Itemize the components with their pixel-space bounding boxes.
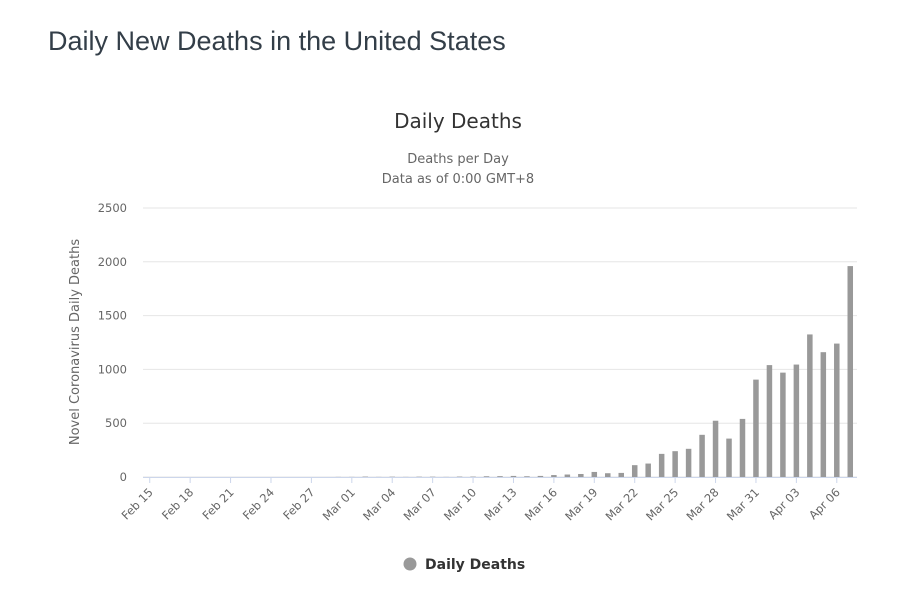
bar[interactable] — [658, 453, 665, 477]
bar[interactable] — [645, 463, 651, 477]
chart-subtitle-line-1: Deaths per Day — [407, 152, 509, 167]
bar[interactable] — [699, 434, 705, 477]
legend-label[interactable]: Daily Deaths — [425, 557, 525, 573]
bar[interactable] — [618, 472, 625, 477]
chart-title: Daily Deaths — [394, 109, 522, 133]
bar[interactable] — [483, 476, 490, 477]
x-tick-label: Mar 10 — [441, 485, 479, 523]
bar[interactable] — [834, 343, 840, 477]
y-tick-label: 500 — [105, 416, 127, 430]
bar[interactable] — [631, 465, 638, 477]
x-tick-label: Feb 18 — [159, 485, 196, 522]
bar[interactable] — [847, 266, 854, 477]
bar[interactable] — [726, 438, 732, 477]
bars[interactable] — [335, 266, 854, 477]
x-tick-label: Mar 01 — [320, 485, 358, 523]
x-tick-label: Feb 15 — [119, 485, 156, 522]
bar[interactable] — [497, 476, 503, 477]
bar[interactable] — [591, 471, 598, 477]
x-tick-label: Mar 22 — [603, 485, 641, 523]
bar[interactable] — [578, 473, 584, 477]
y-tick-label: 1500 — [98, 309, 127, 323]
x-tick-label: Apr 06 — [806, 485, 843, 522]
y-tick-labels: 0 500 1000 1500 2000 2500 — [98, 201, 127, 484]
x-tick-label: Feb 27 — [280, 485, 317, 522]
bar[interactable] — [672, 451, 678, 477]
x-tick-label: Feb 21 — [199, 485, 236, 522]
legend[interactable]: Daily Deaths — [403, 557, 526, 573]
bar[interactable] — [766, 365, 773, 477]
bar[interactable] — [605, 473, 611, 477]
x-tick-label: Apr 03 — [766, 485, 803, 522]
y-tick-label: 2000 — [98, 255, 127, 269]
x-tick-label: Mar 07 — [401, 485, 439, 523]
x-tick-label: Mar 25 — [643, 485, 681, 523]
page-title: Daily New Deaths in the United States — [48, 26, 506, 56]
x-tick-labels: Feb 15 Feb 18 Feb 21 Feb 24 Feb 27 Mar 01 Mar … — [119, 485, 843, 523]
bar[interactable] — [551, 475, 557, 477]
y-axis-label: Novel Coronavirus Daily Deaths — [68, 239, 83, 445]
bar[interactable] — [820, 352, 827, 477]
bar[interactable] — [524, 476, 530, 477]
chart-subtitle-line-2: Data as of 0:00 GMT+8 — [382, 172, 534, 187]
x-tick-label: Mar 13 — [481, 485, 519, 523]
x-tick-label: Mar 31 — [724, 485, 762, 523]
x-tick-marks — [149, 477, 838, 483]
grid-lines — [143, 207, 857, 478]
bar[interactable] — [780, 372, 786, 477]
x-tick-label: Mar 04 — [360, 485, 398, 523]
y-tick-label: 0 — [120, 470, 127, 484]
y-tick-label: 1000 — [98, 362, 127, 376]
x-tick-label: Mar 28 — [683, 485, 721, 523]
bar[interactable] — [537, 475, 544, 477]
bar[interactable] — [564, 474, 571, 477]
x-tick-label: Mar 16 — [522, 485, 560, 523]
bar[interactable] — [753, 379, 759, 477]
bar[interactable] — [685, 448, 692, 477]
x-tick-label: Feb 24 — [240, 485, 277, 522]
bar[interactable] — [739, 418, 746, 477]
bar[interactable] — [807, 334, 813, 477]
y-tick-label: 2500 — [98, 201, 127, 215]
bar[interactable] — [510, 475, 517, 477]
bar[interactable] — [712, 420, 719, 477]
bar[interactable] — [793, 364, 800, 477]
legend-marker[interactable] — [403, 557, 417, 571]
x-tick-label: Mar 19 — [562, 485, 600, 523]
